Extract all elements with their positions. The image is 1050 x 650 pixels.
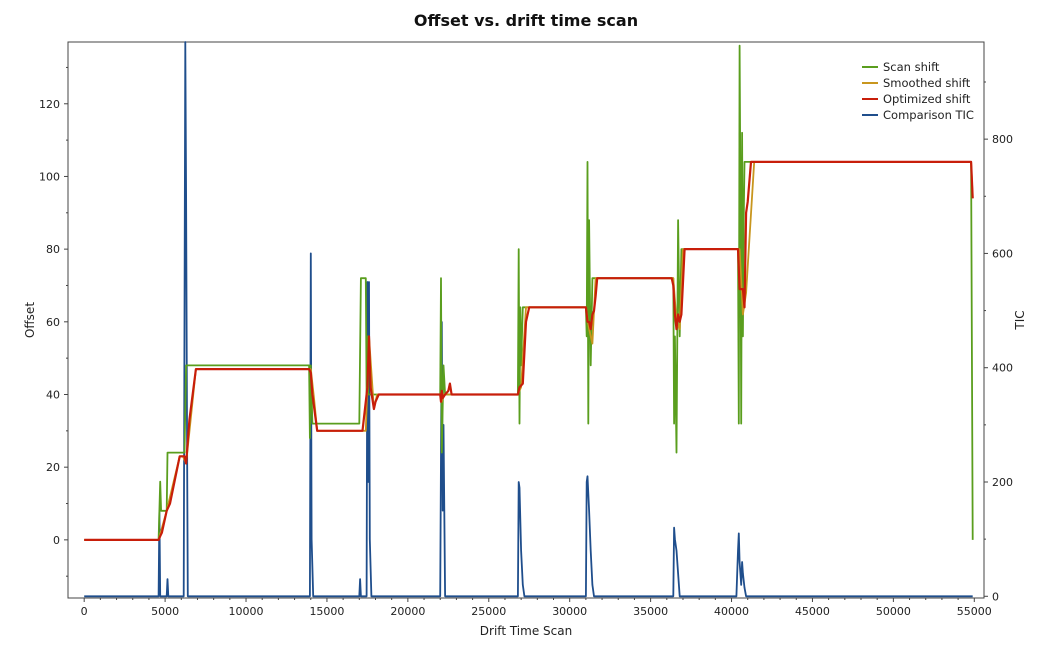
- x-tick-label: 35000: [633, 605, 668, 618]
- y2-tick-label: 800: [992, 133, 1013, 146]
- optimized-shift-line: [84, 160, 974, 542]
- y-axis-title: Offset: [23, 302, 37, 338]
- x-tick-label: 30000: [552, 605, 587, 618]
- y2-axis-title: TIC: [1013, 310, 1027, 330]
- y-tick-label: 80: [46, 243, 60, 256]
- x-tick-label: 0: [81, 605, 88, 618]
- y-tick-label: 20: [46, 461, 60, 474]
- scan-shift-legend-label: Scan shift: [883, 60, 940, 74]
- comparison-tic-legend-label: Comparison TIC: [883, 108, 974, 122]
- legend: Scan shift Smoothed shift Optimized shift C…: [862, 60, 974, 122]
- optimized-shift-legend-label: Optimized shift: [883, 92, 971, 106]
- plot-area: [67, 41, 985, 599]
- x-tick-label: 40000: [714, 605, 749, 618]
- y-tick-label: 60: [46, 316, 60, 329]
- y2-tick-label: 400: [992, 362, 1013, 375]
- y2-tick-label: 0: [992, 590, 999, 603]
- x-tick-label: 25000: [471, 605, 506, 618]
- x-tick-label: 20000: [390, 605, 425, 618]
- y2-tick-label: 600: [992, 247, 1013, 260]
- y-tick-label: 0: [53, 534, 60, 547]
- x-tick-label: 55000: [957, 605, 992, 618]
- scan-shift-line: [84, 44, 974, 541]
- x-axis-title: Drift Time Scan: [480, 624, 572, 638]
- x-tick-label: 10000: [229, 605, 264, 618]
- y-tick-label: 100: [39, 170, 60, 183]
- x-tick-label: 45000: [795, 605, 830, 618]
- x-tick-label: 5000: [151, 605, 179, 618]
- smoothed-shift-line: [84, 160, 974, 541]
- comparison-tic-line: [84, 41, 973, 598]
- y-tick-label: 120: [39, 98, 60, 111]
- x-tick-label: 15000: [309, 605, 344, 618]
- x-tick-label: 50000: [876, 605, 911, 618]
- chart-title: Offset vs. drift time scan: [414, 11, 638, 30]
- y2-tick-label: 200: [992, 476, 1013, 489]
- smoothed-shift-legend-label: Smoothed shift: [883, 76, 971, 90]
- y-tick-label: 40: [46, 388, 60, 401]
